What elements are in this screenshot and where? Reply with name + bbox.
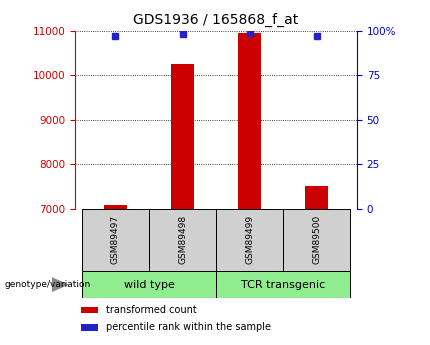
Bar bbox=[149, 209, 216, 271]
Text: GSM89498: GSM89498 bbox=[178, 215, 187, 264]
Bar bbox=[81, 307, 98, 313]
Bar bbox=[238, 33, 261, 209]
Bar bbox=[216, 209, 283, 271]
Text: GSM89500: GSM89500 bbox=[312, 215, 321, 264]
Text: percentile rank within the sample: percentile rank within the sample bbox=[106, 323, 271, 332]
Text: GSM89499: GSM89499 bbox=[245, 215, 254, 264]
Title: GDS1936 / 165868_f_at: GDS1936 / 165868_f_at bbox=[133, 13, 299, 27]
Text: TCR transgenic: TCR transgenic bbox=[241, 280, 325, 289]
Text: GSM89497: GSM89497 bbox=[111, 215, 120, 264]
Bar bbox=[216, 271, 350, 298]
Bar bbox=[305, 186, 329, 209]
Bar bbox=[82, 209, 149, 271]
Bar bbox=[283, 209, 350, 271]
Bar bbox=[82, 271, 216, 298]
Text: transformed count: transformed count bbox=[106, 305, 197, 315]
Bar bbox=[81, 324, 98, 331]
Bar bbox=[171, 65, 194, 209]
Text: wild type: wild type bbox=[123, 280, 175, 289]
Bar bbox=[104, 205, 127, 209]
Polygon shape bbox=[52, 277, 69, 292]
Text: genotype/variation: genotype/variation bbox=[4, 280, 91, 289]
